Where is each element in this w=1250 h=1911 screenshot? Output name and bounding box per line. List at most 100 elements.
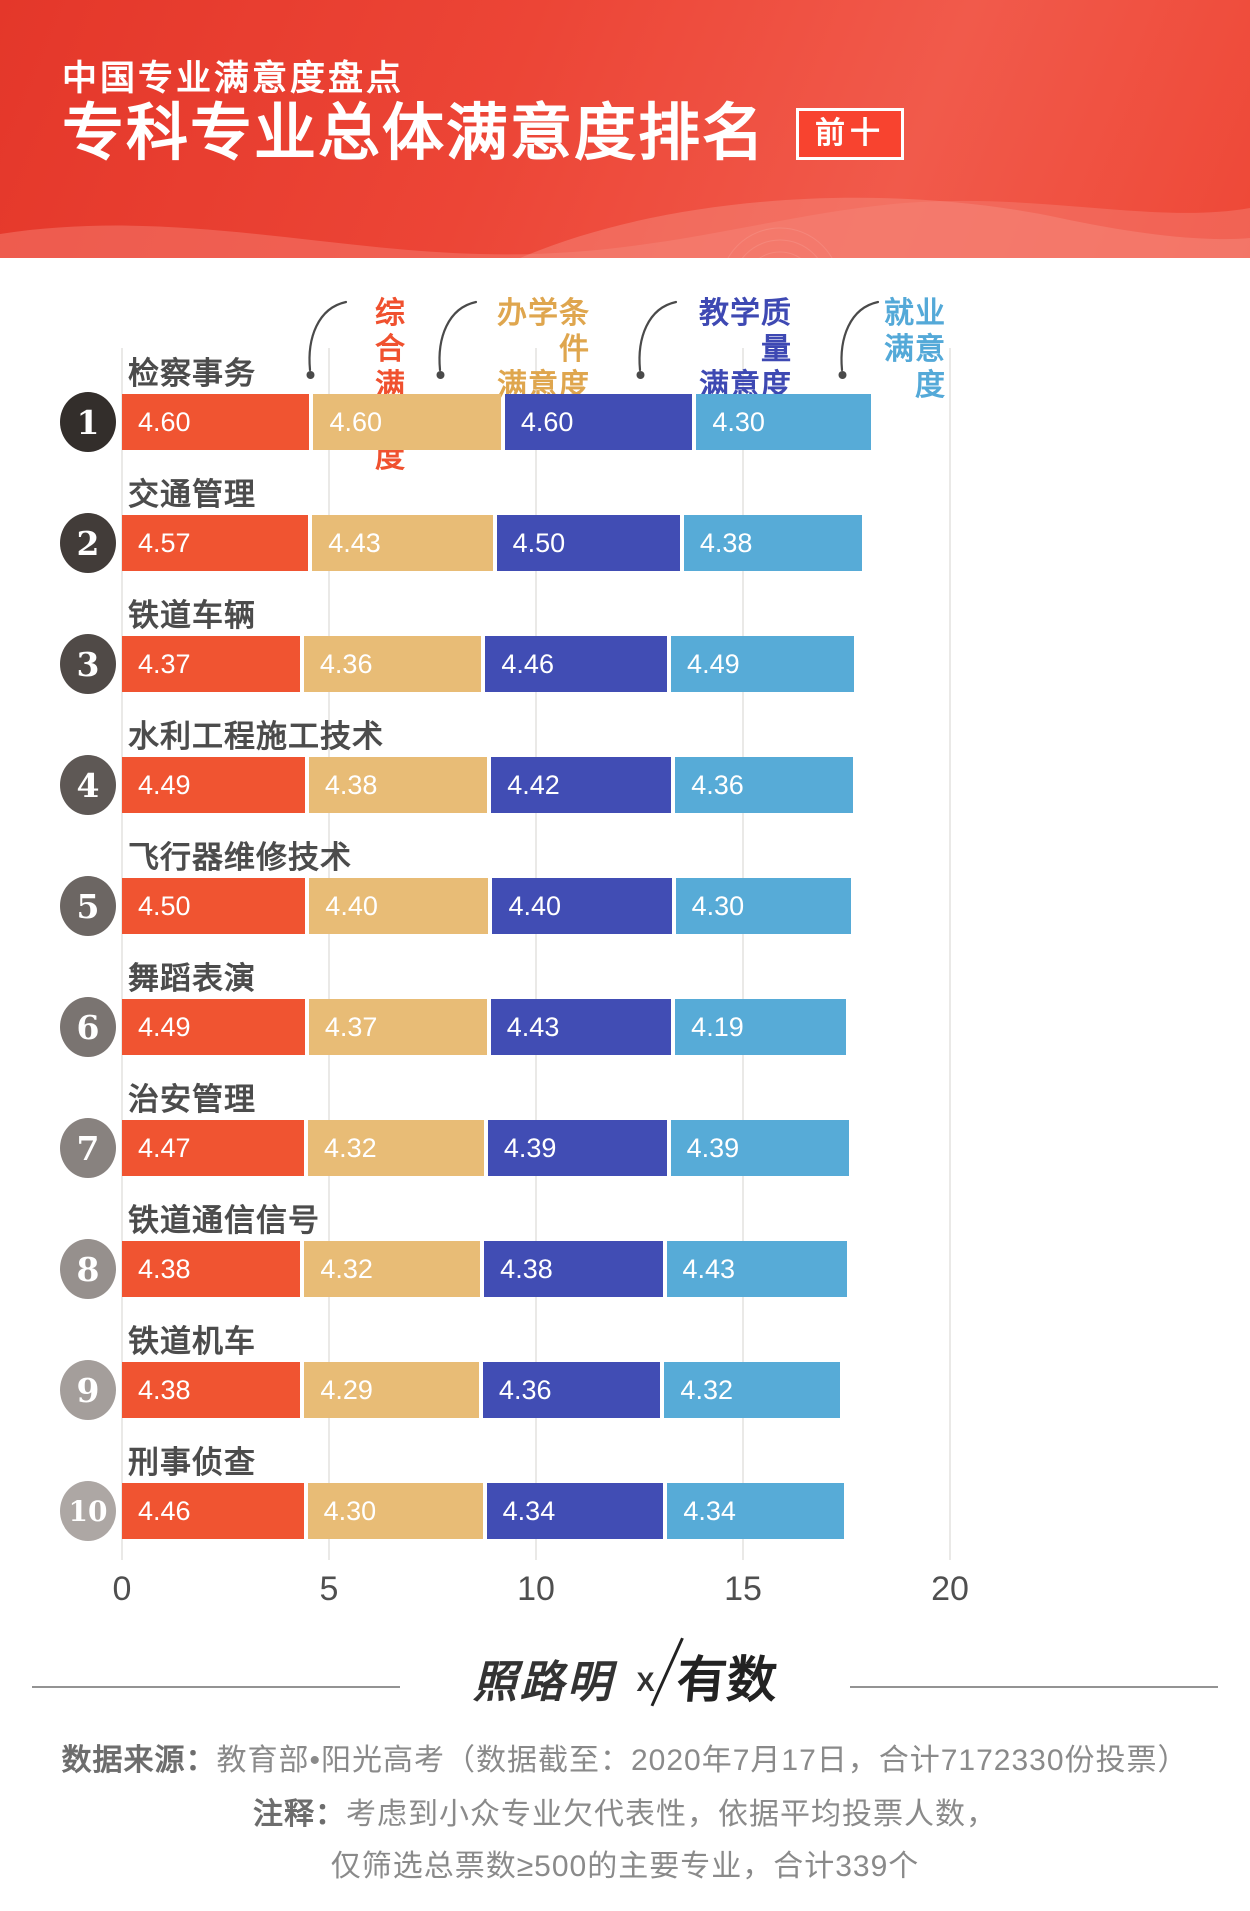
category-label: 水利工程施工技术 — [128, 719, 384, 754]
legend-label: 就业 满意度 — [884, 297, 946, 402]
bar-segment: 4.60 — [313, 394, 501, 450]
header-wave-decoration — [0, 197, 1250, 258]
bar-segment: 4.39 — [670, 1120, 850, 1176]
bar-segment: 4.38 — [122, 1362, 301, 1418]
bar-segment: 4.34 — [486, 1483, 664, 1539]
bar-segment: 4.37 — [122, 636, 300, 692]
rank-badge-10: 10 — [60, 1481, 116, 1541]
bar-segment: 4.38 — [308, 757, 488, 813]
bar-segment: 4.38 — [122, 1241, 301, 1297]
bar-segment: 4.47 — [122, 1120, 305, 1176]
bar-segment: 4.30 — [675, 878, 851, 934]
rank-badge-4: 4 — [60, 755, 116, 815]
bar-segment: 4.38 — [683, 515, 863, 571]
bar-segment: 4.42 — [491, 757, 672, 813]
category-label: 铁道机车 — [128, 1324, 256, 1359]
bar-segment: 4.30 — [696, 394, 872, 450]
bar-row: 4.49 4.38 4.42 4.36 — [122, 757, 853, 813]
bar-segment: 4.49 — [122, 999, 305, 1055]
legend-label: 办学条件 满意度 — [497, 297, 590, 402]
gridline-20 — [949, 348, 951, 1560]
legend-item-1: 办学条件 满意度 — [428, 296, 590, 404]
bar-segment: 4.43 — [312, 515, 493, 571]
category-label: 刑事侦查 — [128, 1445, 256, 1480]
header-title-row: 专科专业总体满意度排名 前十 — [62, 96, 905, 172]
legend-connector-curve — [306, 300, 348, 379]
brand-logo-row: 照路明 X 有数 — [0, 1637, 1250, 1725]
note-line-2: 仅筛选总票数≥500的主要专业，合计339个 — [330, 1850, 920, 1883]
bar-row: 4.47 4.32 4.39 4.39 — [122, 1120, 850, 1176]
rank-badge-5: 5 — [60, 876, 116, 936]
bar-segment: 4.36 — [675, 757, 853, 813]
axis-tick-label: 15 — [724, 1570, 762, 1608]
bar-segment: 4.57 — [122, 515, 309, 571]
category-label: 交通管理 — [128, 477, 256, 512]
bar-segment: 4.60 — [122, 394, 310, 450]
bar-row: 4.37 4.36 4.46 4.49 — [122, 636, 854, 692]
bar-segment: 4.36 — [303, 636, 482, 692]
legend-connector-curve — [838, 300, 880, 379]
legend-connector-curve — [436, 300, 478, 379]
bar-segment: 4.49 — [122, 757, 305, 813]
bar-segment: 4.34 — [667, 1483, 844, 1539]
page-title: 专科专业总体满意度排名 — [62, 99, 767, 168]
axis-tick-label: 10 — [517, 1570, 555, 1608]
bar-segment: 4.40 — [309, 878, 489, 934]
bar-row: 4.60 4.60 4.60 4.30 — [122, 394, 872, 450]
axis-tick-label: 20 — [931, 1570, 969, 1608]
rank-badge-3: 3 — [60, 634, 116, 694]
category-label: 铁道车辆 — [128, 598, 256, 633]
legend-item-3: 就业 满意度 — [830, 296, 946, 404]
bar-segment: 4.29 — [304, 1362, 479, 1418]
legend-item-2: 教学质量 满意度 — [628, 296, 792, 404]
bar-segment: 4.39 — [487, 1120, 667, 1176]
bar-segment: 4.46 — [122, 1483, 304, 1539]
bar-segment: 4.40 — [492, 878, 672, 934]
category-label: 舞蹈表演 — [128, 961, 256, 996]
bar-segment: 4.38 — [484, 1241, 663, 1297]
footer-divider-left — [32, 1686, 400, 1688]
axis-tick-label: 5 — [319, 1570, 339, 1608]
bar-segment: 4.60 — [504, 394, 693, 450]
bar-segment: 4.50 — [496, 515, 680, 571]
bar-segment: 4.46 — [485, 636, 668, 692]
bar-segment: 4.49 — [671, 636, 854, 692]
bar-segment: 4.43 — [490, 999, 672, 1055]
rank-badge-8: 8 — [60, 1239, 116, 1299]
legend-connector-curve — [636, 300, 678, 379]
data-source-line: 数据来源：教育部•阳光高考（数据截至：2020年7月17日，合计7172330份… — [0, 1735, 1250, 1779]
axis-tick-label: 0 — [112, 1570, 132, 1608]
gridline-5 — [328, 348, 330, 1560]
bar-segment: 4.32 — [308, 1120, 484, 1176]
bar-segment: 4.36 — [482, 1362, 661, 1418]
rank-badge-7: 7 — [60, 1118, 116, 1178]
bar-segment: 4.30 — [307, 1483, 483, 1539]
bar-segment: 4.37 — [308, 999, 487, 1055]
gridline-15 — [742, 348, 744, 1560]
note-label: 注释： — [253, 1798, 346, 1831]
bar-segment: 4.50 — [122, 878, 306, 934]
category-label: 治安管理 — [128, 1082, 256, 1117]
category-label: 检察事务 — [128, 356, 256, 391]
gridline-0 — [121, 348, 123, 1560]
bar-row: 4.50 4.40 4.40 4.30 — [122, 878, 851, 934]
bar-row: 4.57 4.43 4.50 4.38 — [122, 515, 863, 571]
note-line-1: 注释：考虑到小众专业欠代表性，依据平均投票人数， — [0, 1789, 1250, 1833]
bar-segment: 4.32 — [664, 1362, 841, 1418]
bar-segment: 4.32 — [304, 1241, 481, 1297]
note-text-1: 考虑到小众专业欠代表性，依据平均投票人数， — [346, 1798, 997, 1831]
bar-segment: 4.19 — [675, 999, 846, 1055]
rank-badge-2: 2 — [60, 513, 116, 573]
bar-row: 4.46 4.30 4.34 4.34 — [122, 1483, 844, 1539]
footer-divider-right — [850, 1686, 1218, 1688]
rank-badge-6: 6 — [60, 997, 116, 1057]
brand-logo-youshu: 有数 — [650, 1637, 780, 1712]
header-kicker: 中国专业满意度盘点 — [62, 59, 405, 98]
category-label: 铁道通信信号 — [128, 1203, 320, 1238]
rank-badge-1: 1 — [60, 392, 116, 452]
data-source-text: 教育部•阳光高考（数据截至：2020年7月17日，合计7172330份投票） — [216, 1744, 1189, 1777]
gridline-10 — [535, 348, 537, 1560]
brand-logo-zhaoluming: 照路明 — [473, 1658, 615, 1707]
header: 中国专业满意度盘点 专科专业总体满意度排名 前十 — [0, 0, 1250, 258]
